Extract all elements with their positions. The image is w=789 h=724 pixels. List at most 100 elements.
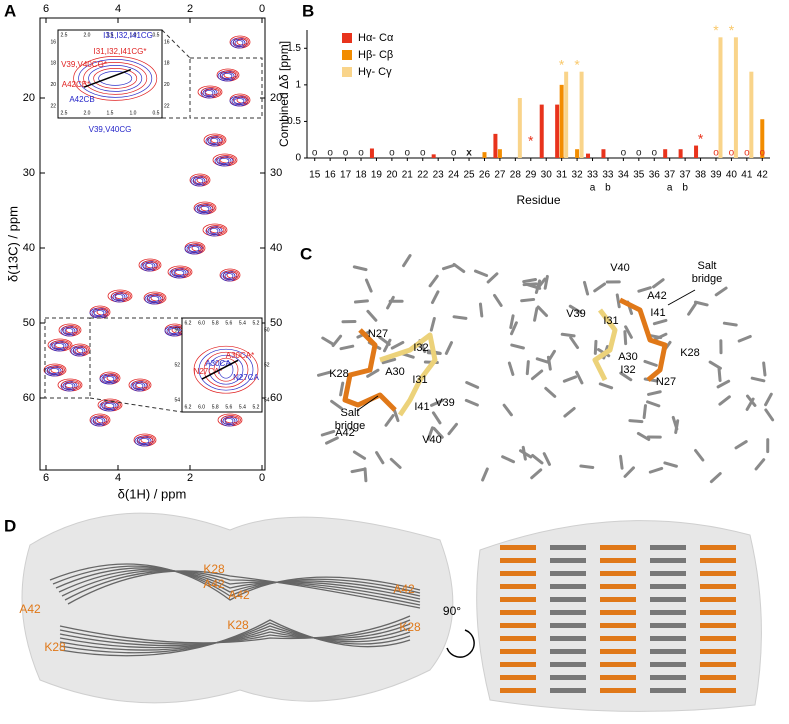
y-tick-label: 50: [23, 317, 35, 329]
bond: [665, 463, 677, 466]
bond: [341, 383, 343, 395]
residue-label: A42: [203, 577, 225, 591]
residue-label: K28: [329, 368, 349, 380]
x-tick-label: 38: [695, 170, 707, 181]
residue-label: A30: [618, 351, 638, 363]
annotation: o: [389, 148, 395, 159]
annotation: bridge: [692, 273, 723, 285]
residue-label: K28: [203, 562, 225, 576]
bond: [522, 299, 534, 300]
x-tick-label: 21: [402, 170, 414, 181]
inset-x-tick: 5.2: [253, 404, 260, 410]
zoom-box: [45, 318, 90, 398]
bond: [595, 341, 596, 353]
inset-y-tick: 20: [164, 82, 170, 88]
x-tick-label: 25: [463, 170, 475, 181]
sheet: [550, 649, 586, 654]
x-tick-label: 33: [602, 170, 614, 181]
annotation: x: [466, 148, 472, 159]
x-tick-label: 17: [340, 170, 352, 181]
inset-y-tick: 22: [50, 103, 56, 109]
inset-x-tick: 5.6: [225, 404, 232, 410]
sheet: [650, 597, 686, 602]
inset-x-tick: 0.5: [153, 110, 160, 116]
x-tick-label: 35: [633, 170, 645, 181]
annotation: o: [621, 148, 627, 159]
inset-y-tick: 54: [174, 397, 180, 403]
legend-swatch: [342, 50, 352, 60]
bond: [431, 319, 434, 331]
y-axis-title: Combined Δδ [ppm]: [277, 41, 291, 147]
x-tick-label: 4: [115, 472, 121, 484]
annotation: o: [451, 148, 457, 159]
bond: [752, 378, 764, 381]
bond: [509, 363, 513, 374]
inset-x-tick: 2.5: [61, 110, 68, 116]
legend-swatch: [342, 67, 352, 77]
annotation: o: [358, 148, 364, 159]
sheet: [550, 584, 586, 589]
inset-x-tick: 6.0: [198, 320, 205, 326]
bar: [564, 72, 568, 158]
annotation: o: [760, 148, 766, 159]
rotation-label: 90°: [443, 604, 461, 618]
annotation: bridge: [335, 420, 366, 432]
bond: [766, 394, 772, 405]
bond: [654, 320, 666, 323]
bond: [720, 397, 729, 404]
annotation: *: [574, 56, 580, 72]
bond: [644, 406, 645, 418]
residue-label: A42: [647, 290, 667, 302]
bond: [716, 288, 726, 295]
annotation: o: [312, 148, 318, 159]
x-axis-title: Residue: [516, 193, 560, 207]
inset-x-tick: 5.8: [212, 320, 219, 326]
sheet: [700, 597, 736, 602]
x-sublabel: a: [667, 183, 673, 194]
sheet: [650, 545, 686, 550]
x-tick-label: 37: [664, 170, 676, 181]
bar: [575, 149, 579, 158]
bond: [533, 455, 542, 462]
sheet: [600, 649, 636, 654]
sheet: [500, 649, 536, 654]
inset-y-tick: 18: [164, 61, 170, 67]
bond: [544, 454, 549, 465]
y-tick-label: 20: [23, 92, 35, 104]
bond: [689, 304, 696, 314]
bond: [565, 409, 574, 417]
y-tick-label: 40: [23, 242, 35, 254]
residue-label: A30: [385, 366, 405, 378]
bond: [322, 431, 333, 435]
bond: [532, 470, 541, 478]
x-tick-label: 24: [448, 170, 460, 181]
legend-swatch: [342, 33, 352, 43]
sheet: [550, 636, 586, 641]
residue-label: N27: [656, 376, 676, 388]
residue-label: I31: [603, 315, 618, 327]
bond: [581, 466, 593, 467]
bond: [354, 267, 366, 270]
inset-label: I31,I32,I41CG: [103, 31, 153, 40]
residue-label: I31: [412, 374, 427, 386]
residue-label: I41: [650, 307, 665, 319]
bond: [645, 361, 656, 365]
residue-label: K28: [227, 618, 249, 632]
sheet: [650, 610, 686, 615]
bond: [527, 362, 528, 374]
annotation: o: [744, 148, 750, 159]
inset-x-tick: 5.4: [239, 320, 246, 326]
bond: [710, 362, 720, 368]
bond: [696, 451, 703, 461]
sheet: [550, 675, 586, 680]
bond: [504, 405, 511, 415]
residue-label: K28: [44, 640, 66, 654]
residue-label: V39: [435, 397, 455, 409]
bond: [564, 377, 575, 381]
bond: [512, 345, 524, 348]
x-tick-label: 32: [572, 170, 584, 181]
x-tick-label: 20: [386, 170, 398, 181]
inset-y-tick: 52: [174, 362, 180, 368]
x-tick-label: 6: [43, 472, 49, 484]
bond: [764, 363, 765, 375]
